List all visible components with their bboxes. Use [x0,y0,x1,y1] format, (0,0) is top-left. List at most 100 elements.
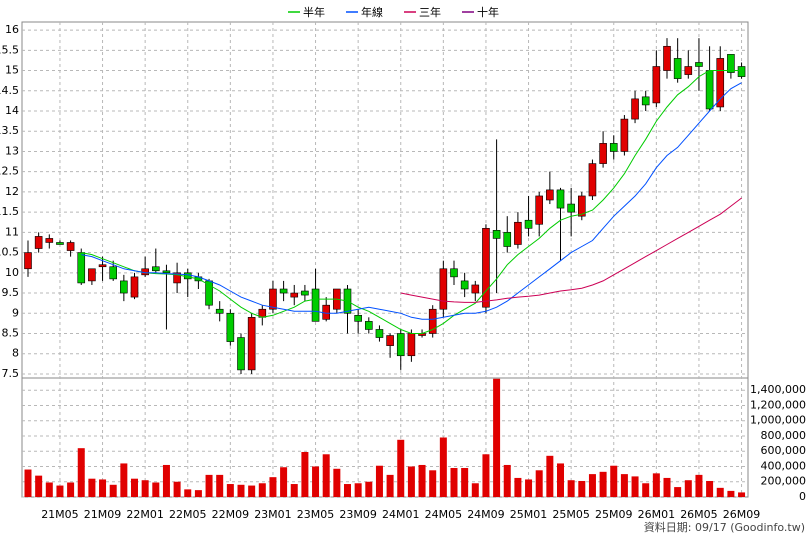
y-tick-label: 12 [5,185,19,198]
y-tick-label: 200,000 [761,475,807,488]
volume-bar [503,464,511,497]
candle-body [34,236,43,249]
volume-bar [67,482,75,497]
volume-bar [482,454,490,497]
candle-body [652,66,661,104]
x-tick-label: 25M05 [552,508,590,521]
candle-body [716,58,725,108]
y-tick-label: 16 [5,23,19,36]
volume-bar [162,464,170,497]
candle-body [215,308,224,314]
x-tick-label: 25M01 [510,508,548,521]
volume-bar [674,487,682,497]
candle-body [130,276,139,298]
candle-body [482,228,490,308]
volume-bar [354,483,362,497]
volume-bar [141,480,149,497]
candle-body [450,268,458,278]
y-tick-label: 0 [799,490,806,503]
candle-body [471,284,480,294]
volume-bar [397,439,405,497]
volume-bar [535,470,543,497]
candle-body [492,230,501,239]
volume-bar [439,437,447,497]
x-tick-label: 26M01 [638,508,676,521]
candle-body [609,143,618,152]
volume-bar [237,484,245,497]
candle-body [88,268,96,282]
volume-bar [663,477,671,497]
volume-bar [652,473,660,497]
candle-body [354,314,362,322]
volume-bar [216,474,224,497]
candle-body [503,232,512,247]
candle-body [727,54,735,73]
x-tick-label: 22M05 [169,508,207,521]
volume-bar [727,490,735,497]
y-tick-label: 800,000 [761,429,807,442]
y-tick-label: 9.5 [2,286,20,299]
candle-body [631,98,639,120]
volume-bar [45,482,53,497]
candle-body [301,290,309,296]
volume-bar [248,485,256,497]
volume-bar [738,492,746,497]
y-tick-label: 1,000,000 [750,414,806,427]
x-tick-label: 24M01 [382,508,420,521]
volume-bar [407,466,415,497]
candle-body [322,304,331,320]
volume-bar [546,455,554,497]
candle-body [226,312,235,342]
candle-body [98,264,107,268]
volume-bar [77,448,85,497]
volume-bar [131,478,138,497]
legend-label: 年線 [361,5,383,19]
candle-body [673,58,682,79]
volume-bar [684,480,692,497]
candle-body [152,266,160,272]
candle-body [577,195,586,217]
candle-body [535,195,544,225]
volume-bar [461,468,469,497]
volume-bar [269,477,277,497]
candle-body [546,189,554,201]
volume-bar [312,466,320,497]
volume-bar [450,468,458,497]
volume-bar [205,474,213,497]
candle-body [311,288,320,322]
candle-body [641,96,650,106]
x-tick-label: 23M05 [297,508,335,521]
candle-body [684,66,693,75]
candle-body [120,280,128,294]
moving-average-line [400,197,742,303]
candle-body [290,292,299,298]
y-tick-label: 15.5 [0,43,19,56]
candle-body [407,333,416,357]
candle-body [599,143,607,164]
y-tick-label: 1,200,000 [750,398,806,411]
candle-body [364,321,373,330]
candle-body [109,266,117,280]
candle-body [66,242,75,251]
volume-bar [226,484,234,497]
candle-body [237,337,245,371]
candle-body [588,163,597,197]
volume-bar [525,479,533,497]
volume-bar [301,451,309,497]
y-tick-label: 13.5 [0,124,19,137]
candle-body [77,252,86,284]
volume-bar [471,483,479,497]
candle-body [375,329,384,338]
x-tick-label: 26M09 [723,508,761,521]
y-tick-label: 15 [5,64,19,77]
source-note: 資料日期: 09/17 (Goodinfo.tw) [644,520,805,534]
candle-body [386,335,394,346]
volume-bar [695,474,703,497]
candle-body [269,288,277,310]
volume-bar [429,470,437,497]
candle-body [620,118,629,152]
y-tick-label: 13 [5,144,19,157]
volume-bar [88,478,96,497]
